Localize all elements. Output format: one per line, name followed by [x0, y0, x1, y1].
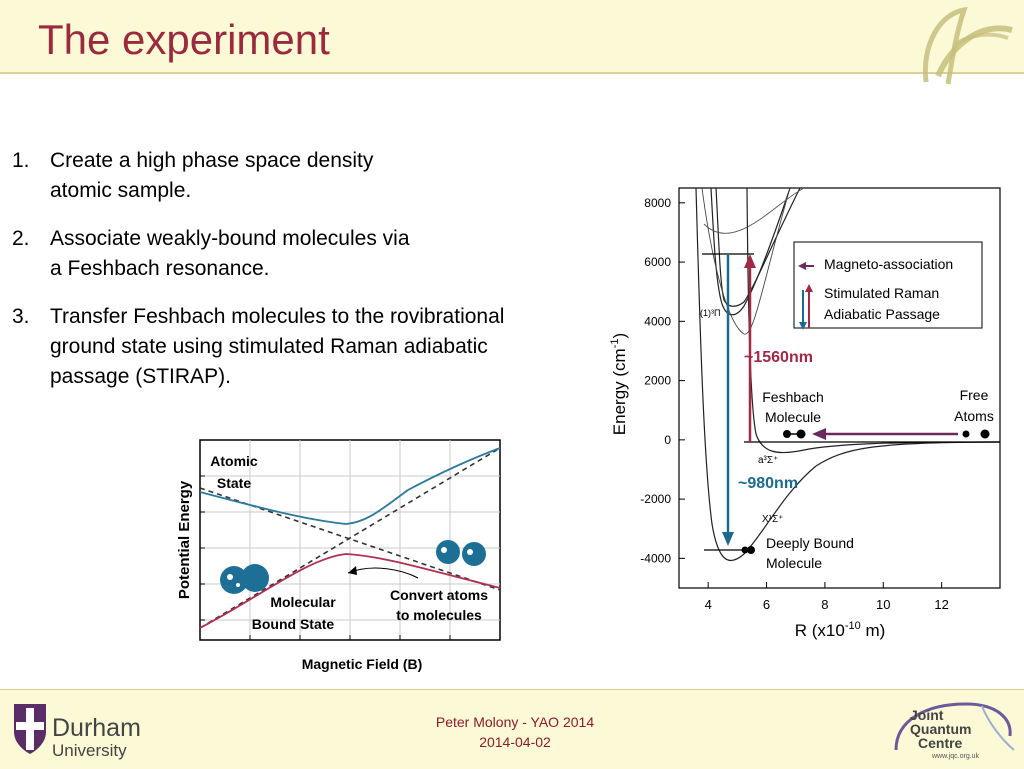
feshbach-label-line: Molecule	[765, 409, 821, 425]
bullet-line: Associate weakly-bound molecules via	[50, 227, 410, 250]
stirap-down-arrowhead	[722, 532, 734, 546]
avoided-crossing-diagram: Potential Energy Magnetic Field (B) Atom…	[176, 439, 501, 672]
singlet-potential-curve	[695, 187, 1001, 562]
free-atoms-label-line: Free	[960, 387, 989, 403]
y-tick-label: 0	[664, 433, 671, 447]
feshbach-label-line: Feshbach	[762, 389, 823, 405]
diagram-xlabel: Magnetic Field (B)	[302, 656, 423, 672]
chart-ylabel: Energy (cm-1)	[609, 333, 629, 435]
y-tick-label: -2000	[640, 492, 671, 506]
molecular-state-label-line: Bound State	[252, 616, 335, 632]
diagram-ylabel: Potential Energy	[176, 480, 193, 599]
diagram-grid	[200, 440, 500, 640]
legend-box	[793, 241, 983, 329]
feshbach-molecule-icon	[783, 429, 806, 439]
upper-potential-curve-2	[703, 187, 805, 234]
singlet-curve-label: X¹Σ⁺	[762, 514, 783, 525]
durham-university: University	[52, 741, 127, 760]
y-tick-label: 4000	[644, 314, 671, 328]
slide-header	[0, 0, 1024, 74]
footer-date: 2014-04-02	[479, 734, 551, 750]
chart-x-axis: 4 6 8 10 12	[705, 582, 949, 612]
atomic-state-label-line: State	[217, 475, 251, 491]
bullet-number: 2.	[12, 227, 30, 250]
jqc-line: Quantum	[910, 721, 971, 737]
up-wavelength-label: ~1560nm	[744, 349, 813, 366]
down-wavelength-label: ~980nm	[738, 475, 798, 492]
potential-energy-chart: -4000 -2000 0 2000 4000 6000 8000 4 6 8 10 12 Magn…	[609, 187, 1001, 640]
magneto-association-arrowhead	[812, 428, 826, 440]
bullet-text: Transfer Feshbach molecules to the rovib…	[50, 302, 612, 392]
x-tick-label: 8	[821, 597, 828, 612]
convert-label-line: Convert atoms	[390, 587, 488, 603]
chart-xlabel-exponent: -10	[845, 620, 861, 632]
footer-text: Peter Molony - YAO 2014 2014-04-02	[380, 712, 650, 752]
bullet-number: 3.	[12, 305, 30, 328]
bullet-line: Create a high phase space density	[50, 149, 374, 172]
legend-down-arrowhead	[799, 322, 807, 330]
bullet-item: 3. Transfer Feshbach molecules to the ro…	[12, 302, 612, 392]
jqc-line: Joint	[910, 707, 944, 723]
legend-magneto-arrowhead	[798, 262, 806, 270]
legend-label: Magneto-association	[824, 256, 953, 272]
x-tick-label: 6	[763, 597, 770, 612]
jqc-swoosh-icon	[894, 702, 1012, 751]
diabatic-atomic-line	[199, 487, 501, 591]
legend-up-arrowhead	[805, 284, 813, 292]
chart-ylabel-exponent: -1	[609, 338, 621, 348]
bullet-line: atomic sample.	[50, 179, 192, 202]
x-tick-label: 4	[705, 597, 712, 612]
chart-xlabel: R (x10-10 m)	[795, 620, 886, 640]
molecule-pair-icon	[436, 540, 486, 566]
chart-y-axis: -4000 -2000 0 2000 4000 6000 8000	[640, 196, 685, 565]
bullet-number: 1.	[12, 149, 30, 172]
durham-logo: Durham University	[14, 704, 141, 760]
legend-label: Stimulated Raman	[824, 285, 939, 301]
x-tick-label: 10	[876, 597, 890, 612]
jqc-logo: Joint Quantum Centre www.jqc.org.uk	[894, 702, 1015, 760]
legend-label: Adiabatic Passage	[824, 306, 940, 322]
slide-footer	[0, 689, 1024, 769]
bullet-item: 1. Create a high phase space density ato…	[12, 146, 612, 206]
footer-author: Peter Molony - YAO 2014	[435, 714, 595, 730]
deep-molecule-icon	[741, 546, 755, 554]
bullet-line: passage (STIRAP).	[50, 365, 231, 388]
diagram-tick-marks	[200, 475, 451, 640]
durham-name: Durham	[52, 714, 141, 742]
excited-curve-label: (1)³Π	[700, 308, 721, 318]
free-atoms-label-line: Atoms	[954, 408, 994, 424]
excited-potential-curve-2	[715, 187, 801, 307]
x-tick-label: 12	[934, 597, 948, 612]
y-tick-label: 2000	[644, 374, 671, 388]
stirap-up-arrowhead	[744, 254, 756, 268]
free-atoms-icon	[962, 429, 990, 439]
bullet-text: Create a high phase space density atomic…	[50, 146, 612, 206]
slide-logo-icon	[922, 6, 1013, 85]
bullet-line: Transfer Feshbach molecules to the rovib…	[50, 305, 505, 328]
slide-title: The experiment	[38, 16, 330, 63]
atomic-state-label-line: Atomic	[210, 453, 258, 469]
y-tick-label: -4000	[640, 551, 671, 565]
molecular-state-label-line: Molecular	[270, 594, 336, 610]
convert-label-line: to molecules	[396, 607, 482, 623]
triplet-curve-label: a³Σ⁺	[758, 455, 778, 466]
bullet-text: Associate weakly-bound molecules via a F…	[50, 224, 612, 284]
bullet-line: a Feshbach resonance.	[50, 257, 270, 280]
bullet-item: 2. Associate weakly-bound molecules via …	[12, 224, 612, 284]
diabatic-molecular-line	[199, 447, 501, 629]
excited-potential-curve	[710, 187, 791, 316]
bullet-line: ground state using stimulated Raman adia…	[50, 335, 488, 358]
deeply-bound-label-line: Deeply Bound	[766, 535, 854, 551]
y-tick-label: 6000	[644, 255, 671, 269]
upper-potential-curve	[701, 187, 791, 335]
convert-arrowhead	[348, 566, 357, 575]
deeply-bound-label-line: Molecule	[766, 555, 822, 571]
upper-adiabatic-curve	[199, 447, 501, 525]
y-tick-label: 8000	[644, 196, 671, 210]
jqc-line: Centre	[918, 735, 963, 751]
lower-adiabatic-curve	[199, 553, 501, 629]
atom-pair-icon	[220, 564, 269, 594]
bullet-list: 1. Create a high phase space density ato…	[12, 146, 612, 410]
jqc-url: www.jqc.org.uk	[931, 753, 980, 760]
